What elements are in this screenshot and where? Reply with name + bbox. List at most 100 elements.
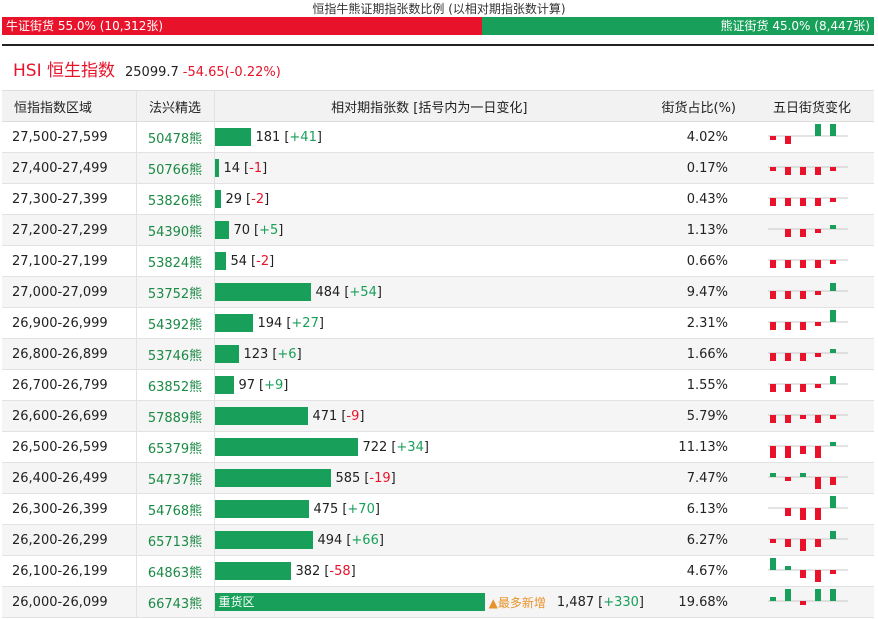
daily-change: [+6] xyxy=(272,346,302,362)
contracts-bar xyxy=(214,438,358,456)
sparkline-bar xyxy=(785,446,791,458)
sparkline-bar xyxy=(815,446,821,458)
sparkline-bar xyxy=(785,539,791,547)
most-added-tag: ▲最多新增 xyxy=(488,595,546,610)
daily-change: [-1] xyxy=(244,160,268,176)
sparkline-bar xyxy=(800,291,806,299)
warrant-code-link[interactable]: 53752熊 xyxy=(135,276,215,308)
contracts-value: 471 xyxy=(312,408,338,424)
five-day-sparkline xyxy=(768,166,848,175)
warrant-code-link[interactable]: 64863熊 xyxy=(135,555,215,587)
daily-change-value: -2 xyxy=(256,253,270,269)
warrant-code-link[interactable]: 57889熊 xyxy=(135,400,215,432)
share-pct: 5.79% xyxy=(644,400,750,432)
sparkline-bar xyxy=(800,601,806,605)
sparkline-bar xyxy=(830,589,836,601)
daily-change-value: +9 xyxy=(264,377,284,393)
contracts-value: 484 xyxy=(315,284,341,300)
sparkline-bar xyxy=(815,589,821,601)
sparkline-bar xyxy=(815,322,821,326)
sparkline-bar xyxy=(800,260,806,268)
warrant-code-link[interactable]: 65713熊 xyxy=(135,524,215,556)
contracts-cell: 194 [+27] xyxy=(214,307,644,339)
daily-change-value: -1 xyxy=(249,160,263,176)
five-day-sparkline xyxy=(768,414,848,423)
contracts-cell: 484 [+54] xyxy=(214,276,644,308)
sparkline-bar xyxy=(785,353,791,361)
sparkline-bar xyxy=(830,283,836,291)
warrant-code-link[interactable]: 53746熊 xyxy=(135,338,215,370)
sparkline-bar xyxy=(830,310,836,322)
warrant-code-link[interactable]: 50478熊 xyxy=(135,121,215,153)
daily-change: [+9] xyxy=(259,377,289,393)
range-cell: 27,000-27,099 xyxy=(2,276,136,308)
sparkline-bar xyxy=(815,291,821,295)
five-day-change-cell xyxy=(750,338,874,370)
index-name[interactable]: HSI 恒生指数 xyxy=(13,61,115,81)
daily-change: [-58] xyxy=(324,563,356,579)
five-day-sparkline xyxy=(768,442,848,458)
warrant-code-link[interactable]: 53824熊 xyxy=(135,245,215,277)
share-pct: 6.13% xyxy=(644,493,750,525)
sparkline-bar xyxy=(800,508,806,520)
table-row: 26,000-26,099 66743熊 重货区 ▲最多新增 1,487 [+330] 19… xyxy=(2,586,874,618)
share-pct: 2.31% xyxy=(644,307,750,339)
daily-change: [-9] xyxy=(341,408,365,424)
sparkline-bar xyxy=(770,597,776,601)
daily-change: [+27] xyxy=(286,315,324,331)
sparkline-bar xyxy=(785,322,791,330)
contracts-bar xyxy=(214,469,331,487)
contracts-cell: 382 [-58] xyxy=(214,555,644,587)
contracts-cell: 重货区 ▲最多新增 1,487 [+330] xyxy=(214,586,644,618)
warrant-code-link[interactable]: 65379熊 xyxy=(135,431,215,463)
contracts-bar xyxy=(214,252,226,270)
range-cell: 26,100-26,199 xyxy=(2,555,136,587)
warrant-code-link[interactable]: 54737熊 xyxy=(135,462,215,494)
warrant-code-link[interactable]: 50766熊 xyxy=(135,152,215,184)
table-row: 26,400-26,499 54737熊 585 [-19] 7.47% xyxy=(2,462,874,494)
range-cell: 27,200-27,299 xyxy=(2,214,136,246)
sparkline-bar xyxy=(800,167,806,175)
sparkline-bar xyxy=(770,353,776,361)
daily-change: [-19] xyxy=(364,470,396,486)
five-day-sparkline xyxy=(768,349,848,361)
warrant-code-link[interactable]: 54768熊 xyxy=(135,493,215,525)
daily-change-value: -9 xyxy=(346,408,360,424)
sparkline-bar xyxy=(815,415,821,423)
five-day-sparkline xyxy=(768,283,848,299)
sparkline-bar xyxy=(800,473,806,477)
sparkline-bar xyxy=(770,384,776,392)
five-day-change-cell xyxy=(750,431,874,463)
index-change: -54.65(-0.22%) xyxy=(182,65,281,80)
sparkline-bar xyxy=(770,415,776,423)
warrant-code-link[interactable]: 63852熊 xyxy=(135,369,215,401)
range-cell: 26,700-26,799 xyxy=(2,369,136,401)
sparkline-bar xyxy=(815,477,821,489)
contracts-bar: 重货区 xyxy=(214,593,485,611)
sparkline-bar xyxy=(815,384,821,388)
sparkline-bar xyxy=(770,558,776,570)
warrant-code-link[interactable]: 54390熊 xyxy=(135,214,215,246)
warrant-code-link[interactable]: 53826熊 xyxy=(135,183,215,215)
table-row: 26,800-26,899 53746熊 123 [+6] 1.66% xyxy=(2,338,874,370)
index-quote: HSI 恒生指数 25099.7 -54.65(-0.22%) xyxy=(13,56,281,82)
daily-change: [-2] xyxy=(246,191,270,207)
share-pct: 1.66% xyxy=(644,338,750,370)
five-day-sparkline xyxy=(768,197,848,206)
contracts-cell: 181 [+41] xyxy=(214,121,644,153)
contracts-bar xyxy=(214,500,309,518)
sparkline-bar xyxy=(815,167,821,175)
five-day-sparkline xyxy=(768,310,848,330)
share-pct: 11.13% xyxy=(644,431,750,463)
contracts-value: 123 xyxy=(243,346,269,362)
share-pct: 9.47% xyxy=(644,276,750,308)
contracts-cell: 54 [-2] xyxy=(214,245,644,277)
warrant-code-link[interactable]: 66743熊 xyxy=(135,586,215,618)
five-day-change-cell xyxy=(750,369,874,401)
range-cell: 27,400-27,499 xyxy=(2,152,136,184)
sparkline-bar xyxy=(815,229,821,233)
contracts-value: 14 xyxy=(223,160,241,176)
five-day-change-cell xyxy=(750,121,874,153)
warrant-code-link[interactable]: 54392熊 xyxy=(135,307,215,339)
contracts-cell: 70 [+5] xyxy=(214,214,644,246)
